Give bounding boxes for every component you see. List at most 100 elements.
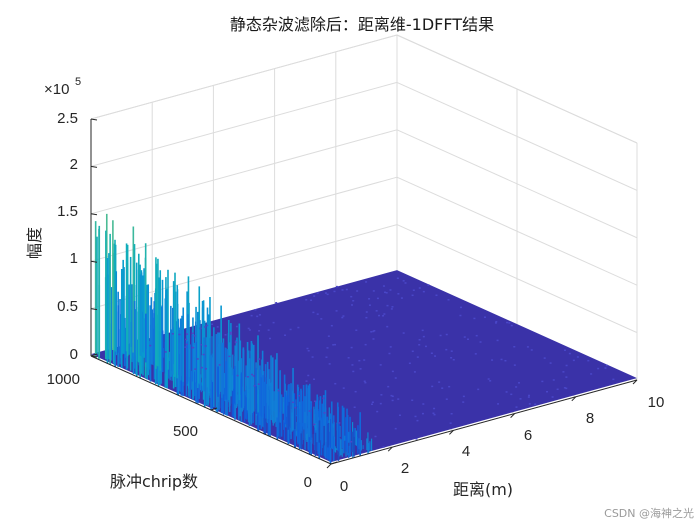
noise-speck [322,397,325,400]
noise-speck [563,349,566,351]
noise-speck [386,304,389,307]
noise-speck [254,308,257,311]
noise-speck [500,358,503,361]
noise-speck [313,423,316,426]
noise-speck [487,378,490,380]
noise-speck [258,330,261,332]
grid-line [90,81,398,167]
noise-speck [313,295,316,297]
noise-speck [371,401,374,404]
noise-speck [272,321,275,324]
noise-speck [350,295,353,298]
noise-speck [253,385,256,387]
noise-speck [435,294,438,297]
noise-speck [313,400,316,403]
noise-speck [494,322,497,324]
noise-speck [433,407,436,410]
noise-speck [373,330,376,332]
noise-speck [351,304,354,306]
noise-speck [185,338,188,341]
noise-speck [259,324,262,326]
noise-speck [396,277,399,280]
x-tick-mark [449,430,454,435]
noise-speck [338,422,341,424]
noise-speck [268,337,271,340]
noise-speck [515,386,518,388]
noise-speck [236,374,239,377]
noise-speck [565,364,568,367]
noise-speck [418,339,421,341]
noise-speck [202,353,205,356]
noise-speck [389,346,392,348]
noise-speck [224,334,227,336]
noise-speck [326,347,329,349]
noise-speck [390,394,393,397]
z-tick-label: 1.5 [57,203,78,220]
noise-speck [383,313,386,315]
noise-speck [439,334,442,337]
noise-speck [551,396,554,398]
noise-speck [565,387,568,390]
noise-speck [199,327,202,330]
noise-speck [211,323,214,326]
y-axis-label: 脉冲chrip数 [110,472,198,491]
noise-speck [327,335,330,337]
noise-speck [333,290,336,293]
noise-speck [391,370,394,373]
noise-speck [433,413,436,416]
grid-line [396,34,638,144]
noise-speck [421,329,424,332]
noise-speck [495,320,498,323]
noise-speck [335,285,338,288]
noise-speck [323,412,326,414]
noise-speck [251,373,254,376]
noise-speck [313,378,316,380]
noise-speck [394,427,397,430]
noise-speck [275,302,278,304]
noise-speck [358,359,361,362]
x-tick-mark [632,379,638,385]
noise-speck [572,359,575,362]
noise-speck [418,287,421,289]
noise-speck [391,399,394,402]
x-tick-mark [571,396,577,402]
noise-speck [365,281,368,283]
x-tick-mark [326,463,332,469]
noise-speck [382,446,385,448]
noise-speck [196,358,199,360]
noise-speck [306,347,309,350]
noise-speck [552,379,555,381]
noise-speck [316,292,319,294]
noise-speck [370,331,373,333]
x-tick-label: 10 [648,394,665,411]
x-tick-label: 0 [340,478,348,495]
z-tick-label: 2.5 [57,110,78,127]
noise-speck [397,398,400,400]
y-tick-mark [90,353,98,357]
noise-speck [256,315,259,318]
noise-speck [400,297,403,299]
noise-speck [397,293,400,295]
noise-speck [218,364,221,366]
noise-speck [298,394,301,397]
noise-speck [250,314,253,317]
x-tick-label: 6 [524,427,532,444]
noise-speck [368,298,371,300]
z-tick-mark [90,260,98,263]
y-tick-mark [330,461,338,465]
noise-speck [178,333,181,336]
noise-speck [307,350,310,352]
noise-speck [216,326,219,328]
noise-speck [528,394,531,397]
noise-speck [374,435,377,438]
noise-speck [368,304,371,306]
noise-speck [418,344,421,346]
noise-speck [352,300,355,302]
noise-speck [416,419,419,422]
noise-speck [289,328,292,331]
noise-speck [277,389,280,392]
noise-speck [382,285,385,287]
grid-line [90,176,398,262]
noise-speck [473,317,476,320]
